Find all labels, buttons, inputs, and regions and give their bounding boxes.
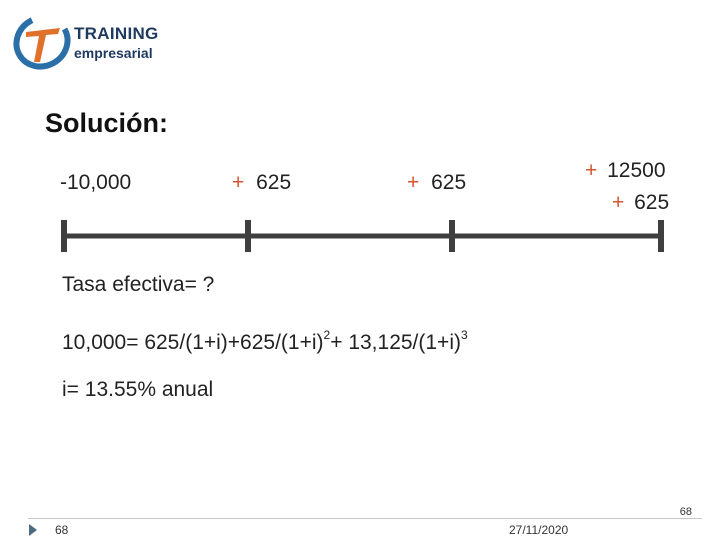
slide-number: 68 <box>55 523 69 537</box>
footer-divider <box>28 518 702 519</box>
company-logo <box>12 12 182 72</box>
cash-flow-t2-value: 625 <box>431 171 467 194</box>
equation-part1: 10,000= 625/(1+i)+625/(1+i) <box>62 331 324 354</box>
cash-flow-t3-line1: + 12500 <box>585 159 666 183</box>
equation-part2: + 13,125/(1+i) <box>330 331 461 354</box>
logo-emblem-icon <box>13 14 71 70</box>
cash-flow-t3-line2-sign: + <box>612 191 625 214</box>
cash-flow-t3-line1-value: 12500 <box>607 159 666 182</box>
result-rate: i= 13.55% anual <box>62 378 214 401</box>
logo-name-line2: empresarial <box>74 45 153 61</box>
equation-exponent-2: 3 <box>460 328 468 342</box>
cash-flow-t1-value: 625 <box>256 171 292 194</box>
logo-name-line1: TRAINING <box>74 24 159 43</box>
page-number-right: 68 <box>679 506 692 518</box>
equation: 10,000= 625/(1+i)+625/(1+i)2+ 13,125/(1+… <box>62 328 468 355</box>
cash-flow-t3-line2-value: 625 <box>634 191 670 214</box>
cash-flow-timeline <box>61 220 664 252</box>
cash-flow-t1-sign: + <box>232 171 245 194</box>
cash-flow-t0-value: -10,000 <box>60 171 132 194</box>
slide-date: 27/11/2020 <box>509 523 569 537</box>
cash-flow-t1: + 625 <box>232 171 291 195</box>
cash-flow-t2-sign: + <box>407 171 420 194</box>
cash-flow-t3-line1-sign: + <box>585 159 598 182</box>
effective-rate-question: Tasa efectiva= ? <box>62 273 215 296</box>
slide-title: Solución: <box>45 108 168 138</box>
cash-flow-t0: -10,000 <box>60 171 131 195</box>
triangle-right-icon <box>28 523 38 542</box>
cash-flow-t3-line2: + 625 <box>612 191 669 215</box>
equation-exponent-1: 2 <box>323 328 331 342</box>
cash-flow-t2: + 625 <box>407 171 466 195</box>
